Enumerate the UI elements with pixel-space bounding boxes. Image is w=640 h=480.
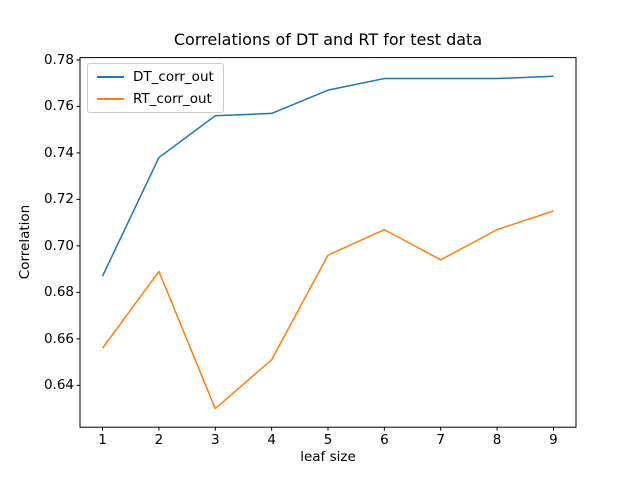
chart-title: Correlations of DT and RT for test data: [173, 30, 483, 49]
x-tick-label: 3: [210, 432, 220, 448]
legend-entry: DT_corr_out: [97, 69, 214, 85]
series-line-RT_corr_out: [101, 210, 554, 410]
series-line-DT_corr_out: [101, 75, 554, 277]
x-axis-label: leaf size: [300, 449, 356, 465]
y-tick-label: 0.70: [43, 237, 74, 254]
legend: DT_corr_out RT_corr_out: [87, 63, 224, 113]
x-tick-label: 8: [492, 432, 502, 448]
y-axis-label: Correlation: [17, 204, 33, 280]
y-tick-label: 0.76: [43, 98, 74, 115]
y-tick-label: 0.68: [43, 284, 74, 301]
x-tick-label: 6: [380, 432, 389, 448]
x-tick-label: 2: [154, 432, 164, 448]
y-tick-label: 0.74: [43, 144, 74, 161]
x-tick-label: 5: [323, 432, 333, 448]
x-tick-label: 1: [98, 432, 107, 448]
x-tick-label: 9: [549, 432, 558, 448]
legend-label: DT_corr_out: [133, 69, 214, 85]
x-tick-label: 4: [267, 432, 276, 448]
axes-frame: [79, 57, 577, 428]
y-tick-label: 0.72: [43, 191, 74, 208]
legend-line-swatch: [97, 98, 124, 100]
y-tick-label: 0.66: [43, 330, 74, 347]
y-tick-label: 0.78: [43, 51, 74, 68]
y-tick-label: 0.64: [43, 377, 74, 394]
legend-line-swatch: [97, 76, 124, 78]
x-tick-label: 7: [436, 432, 446, 448]
legend-label: RT_corr_out: [133, 91, 212, 107]
legend-entry: RT_corr_out: [97, 91, 214, 107]
